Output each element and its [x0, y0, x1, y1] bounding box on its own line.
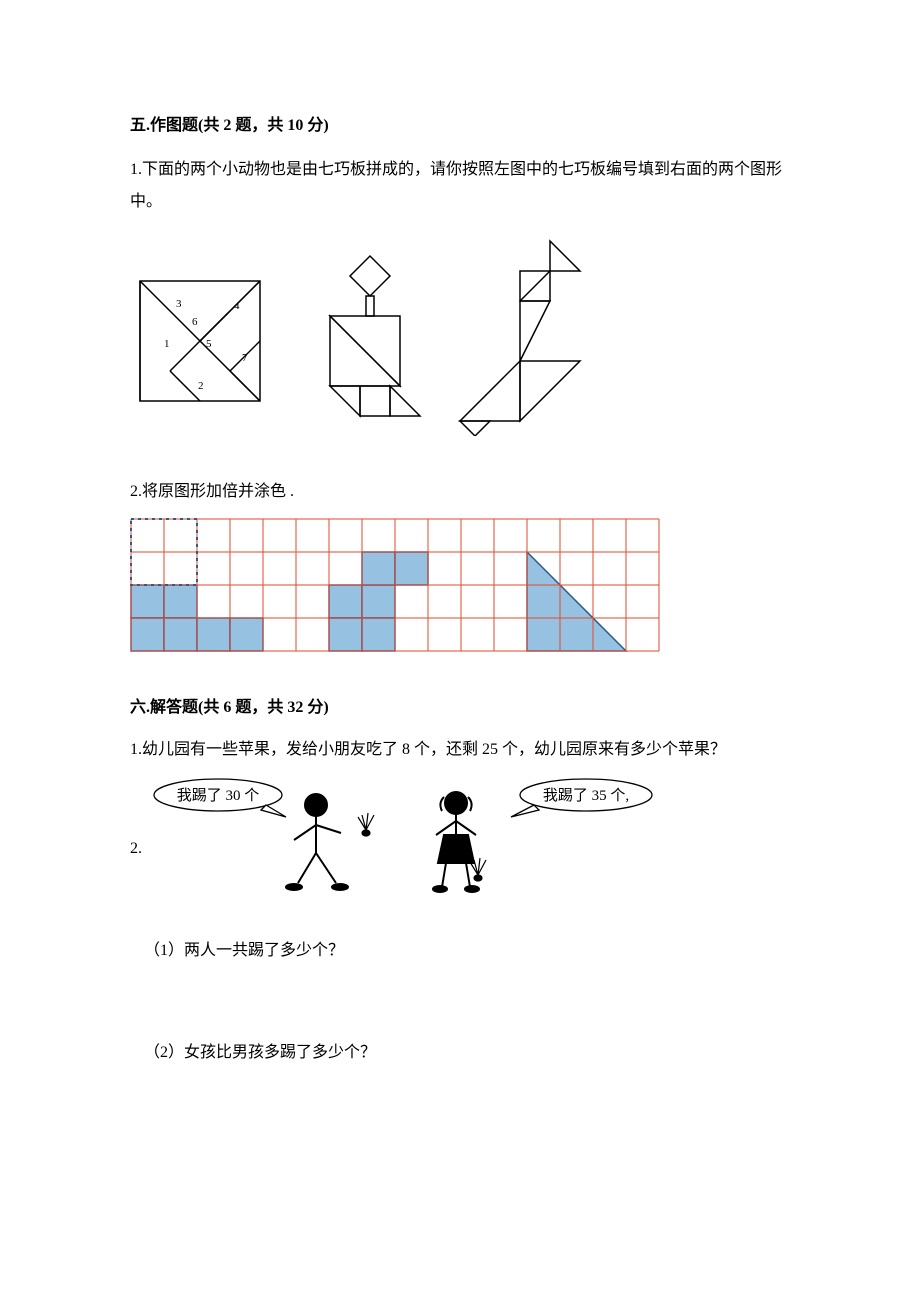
section6-q1: 1.幼儿园有一些苹果，发给小朋友吃了 8 个，还剩 25 个，幼儿园原来有多少个… — [130, 736, 800, 763]
tangram-label-6: 6 — [192, 316, 198, 328]
page: 五.作图题(共 2 题，共 10 分) 1.下面的两个小动物也是由七巧板拼成的，… — [0, 0, 920, 1302]
tangram-label-2: 2 — [198, 380, 204, 392]
dialogue-svg: 我踢了 30 个 — [146, 775, 686, 895]
dialogue-figure: 我踢了 30 个 — [146, 775, 686, 895]
section6-sub1: （1）两人一共踢了多少个？ — [144, 935, 800, 967]
tangram-svg: 1 2 3 4 5 6 7 — [130, 236, 630, 436]
grid-figure — [130, 518, 800, 652]
tangram-label-7: 7 — [242, 352, 248, 364]
speech-left: 我踢了 30 个 — [177, 787, 260, 804]
section5-title: 五.作图题(共 2 题，共 10 分) — [130, 110, 800, 142]
tangram-label-3: 3 — [176, 298, 182, 310]
section5-q2: 2.将原图形加倍并涂色 . — [130, 476, 800, 508]
tangram-figures: 1 2 3 4 5 6 7 — [130, 236, 800, 436]
section6-q2-prefix: 2. — [130, 833, 142, 865]
section6-sub2: （2）女孩比男孩多踢了多少个？ — [144, 1037, 800, 1069]
tangram-label-5: 5 — [206, 338, 212, 350]
section5-q1: 1.下面的两个小动物也是由七巧板拼成的，请你按照左图中的七巧板编号填到右面的两个… — [130, 154, 800, 218]
speech-right: 我踢了 35 个, — [543, 787, 629, 804]
grid-svg — [130, 518, 660, 652]
tangram-label-1: 1 — [164, 338, 170, 350]
section6-title: 六.解答题(共 6 题，共 32 分) — [130, 692, 800, 724]
tangram-label-4: 4 — [234, 300, 240, 312]
